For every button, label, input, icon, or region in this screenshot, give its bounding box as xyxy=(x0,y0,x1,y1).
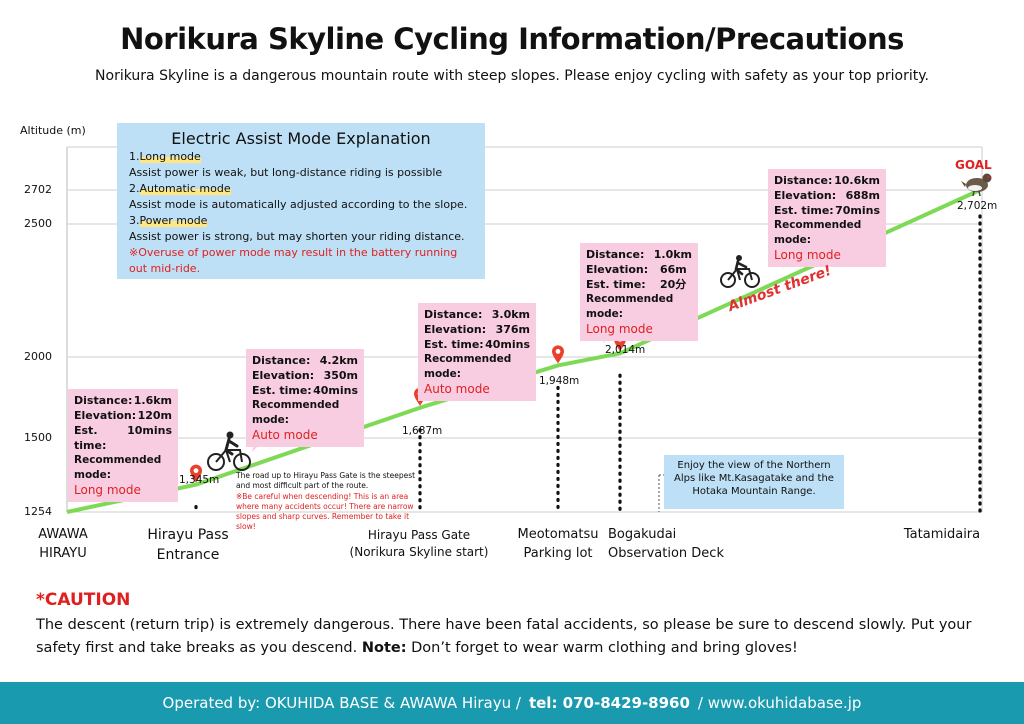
assist-warning: ※Overuse of power mode may result in the… xyxy=(129,246,458,275)
assist-auto-desc: Assist mode is automatically adjusted ac… xyxy=(129,198,468,211)
assist-long-title: 1.Long mode xyxy=(129,150,201,163)
recommended-label: Recommended mode: xyxy=(74,454,162,481)
mode-value: Long mode xyxy=(586,322,653,336)
elevation-label: Elevation: xyxy=(586,263,649,276)
recommended-label: Recommended mode: xyxy=(586,293,674,320)
y-tick-label: 2000 xyxy=(24,350,52,363)
footer-website[interactable]: / www.okuhidabase.jp xyxy=(697,694,862,712)
location-hirayu-pass-entrance: Hirayu Pass Entrance xyxy=(147,527,229,563)
note-label: Note: xyxy=(361,640,407,656)
location-pin-icon xyxy=(552,345,564,364)
distance-value: 1.0km xyxy=(653,248,692,261)
distance-value: 1.6km xyxy=(133,394,172,407)
mode-value: Auto mode xyxy=(252,428,318,442)
mode-value: Long mode xyxy=(74,483,141,497)
y-tick-label: 1500 xyxy=(24,431,52,444)
cyclist-icon xyxy=(720,255,760,288)
caution-heading: *CAUTION xyxy=(36,590,131,610)
time-label: Est. time: xyxy=(586,278,646,291)
assist-auto-title: 2.Automatic mode xyxy=(129,182,231,195)
footer-operator: Operated by: OKUHIDA BASE & AWAWA Hirayu… xyxy=(162,694,521,712)
location-hirayu-pass-gate: Hirayu Pass Gate (Norikura Skyline start… xyxy=(349,528,489,559)
assist-heading: Electric Assist Mode Explanation xyxy=(171,129,431,148)
goal-label: GOAL xyxy=(955,158,992,172)
elevation-label-meotomatsu: 1,948m xyxy=(539,375,580,387)
footer-bar: Operated by: OKUHIDA BASE & AWAWA Hirayu… xyxy=(0,682,1024,724)
assist-mode-panel: Electric Assist Mode Explanation 1.Long … xyxy=(117,123,485,279)
recommended-label: Recommended mode: xyxy=(424,353,512,380)
elevation-label: Elevation: xyxy=(424,323,487,336)
section-info-4: Distance: 1.0km Elevation: 66m Est. time: 2… xyxy=(580,243,698,341)
page-title: Norikura Skyline Cycling Information/Pre… xyxy=(120,22,904,56)
elevation-label: Elevation: xyxy=(774,189,837,202)
time-label: Est. time: xyxy=(424,338,484,351)
time-value: 20分 xyxy=(660,278,687,291)
section-info-2: Distance: 4.2km Elevation: 350m Est. time:… xyxy=(246,349,364,447)
elevation-label-hirayu-entrance: 1,345m xyxy=(179,474,220,486)
caution-text: The descent (return trip) is extremely d… xyxy=(36,617,972,656)
time-value: 40mins xyxy=(313,384,358,397)
section-info-3: Distance: 3.0km Elevation: 376m Est. time:… xyxy=(418,303,536,401)
distance-value: 4.2km xyxy=(319,354,358,367)
mode-value: Long mode xyxy=(774,248,841,262)
section-info-5: Distance: 10.6km Elevation: 688m Est. time… xyxy=(768,169,886,267)
time-value: 40mins xyxy=(485,338,530,351)
elevation-diagram xyxy=(66,146,992,514)
dotted-drop-lines xyxy=(194,214,982,514)
location-pin-icon xyxy=(190,464,202,483)
footer-tel[interactable]: tel: 070-8429-8960 xyxy=(528,694,690,712)
time-label: Est. time: xyxy=(774,204,834,217)
y-tick-label: 1254 xyxy=(24,505,52,518)
elevation-value: 350m xyxy=(323,369,358,382)
time-label: Est. time: xyxy=(74,424,107,452)
time-value: 10mins xyxy=(127,424,172,437)
assist-power-title: 3.Power mode xyxy=(129,214,208,227)
steep-note: The road up to Hirayu Pass Gate is the s… xyxy=(236,471,416,490)
location-awawa-hirayu: AWAWA HIRAYU xyxy=(38,527,88,561)
mode-value: Auto mode xyxy=(424,382,490,396)
elevation-value: 120m xyxy=(137,409,172,422)
y-tick-label: 2500 xyxy=(24,217,52,230)
elevation-label-hirayu-gate: 1,687m xyxy=(402,425,443,437)
location-meotomatsu: Meotomatsu Parking lot xyxy=(517,527,599,561)
y-tick-label: 2702 xyxy=(24,183,52,196)
cyclist-icon xyxy=(207,431,251,471)
distance-label: Distance: xyxy=(774,174,833,187)
distance-value: 10.6km xyxy=(834,174,880,187)
elevation-value: 688m xyxy=(845,189,880,202)
location-tatamidaira: Tatamidaira xyxy=(903,527,981,542)
elevation-value: 376m xyxy=(495,323,530,336)
recommended-label: Recommended mode: xyxy=(774,219,862,246)
view-note: Enjoy the view of the Northern Alps like… xyxy=(664,455,844,509)
location-bogakudai: Bogakudai Observation Deck xyxy=(608,527,724,561)
distance-label: Distance: xyxy=(252,354,311,367)
distance-label: Distance: xyxy=(74,394,133,407)
elevation-label-tatamidaira: 2,702m xyxy=(957,200,998,212)
elevation-label-bogakudai: 2,014m xyxy=(605,344,646,356)
assist-power-desc: Assist power is strong, but may shorten … xyxy=(129,230,465,243)
y-axis-title: Altitude (m) xyxy=(20,124,86,137)
distance-label: Distance: xyxy=(586,248,645,261)
descend-warning-note: ※Be careful when descending! This is an … xyxy=(236,492,414,531)
ptarmigan-icon xyxy=(961,173,992,197)
distance-value: 3.0km xyxy=(491,308,530,321)
elevation-value: 66m xyxy=(660,263,687,276)
time-label: Est. time: xyxy=(252,384,312,397)
distance-label: Distance: xyxy=(424,308,483,321)
time-value: 70mins xyxy=(835,204,880,217)
section-info-1: Distance: 1.6km Elevation: 120m Est. time:… xyxy=(68,389,178,502)
elevation-label: Elevation: xyxy=(74,409,137,422)
page-subtitle: Norikura Skyline is a dangerous mountain… xyxy=(95,68,929,84)
recommended-label: Recommended mode: xyxy=(252,399,340,426)
elevation-label: Elevation: xyxy=(252,369,315,382)
assist-long-desc: Assist power is weak, but long-distance … xyxy=(129,166,443,179)
